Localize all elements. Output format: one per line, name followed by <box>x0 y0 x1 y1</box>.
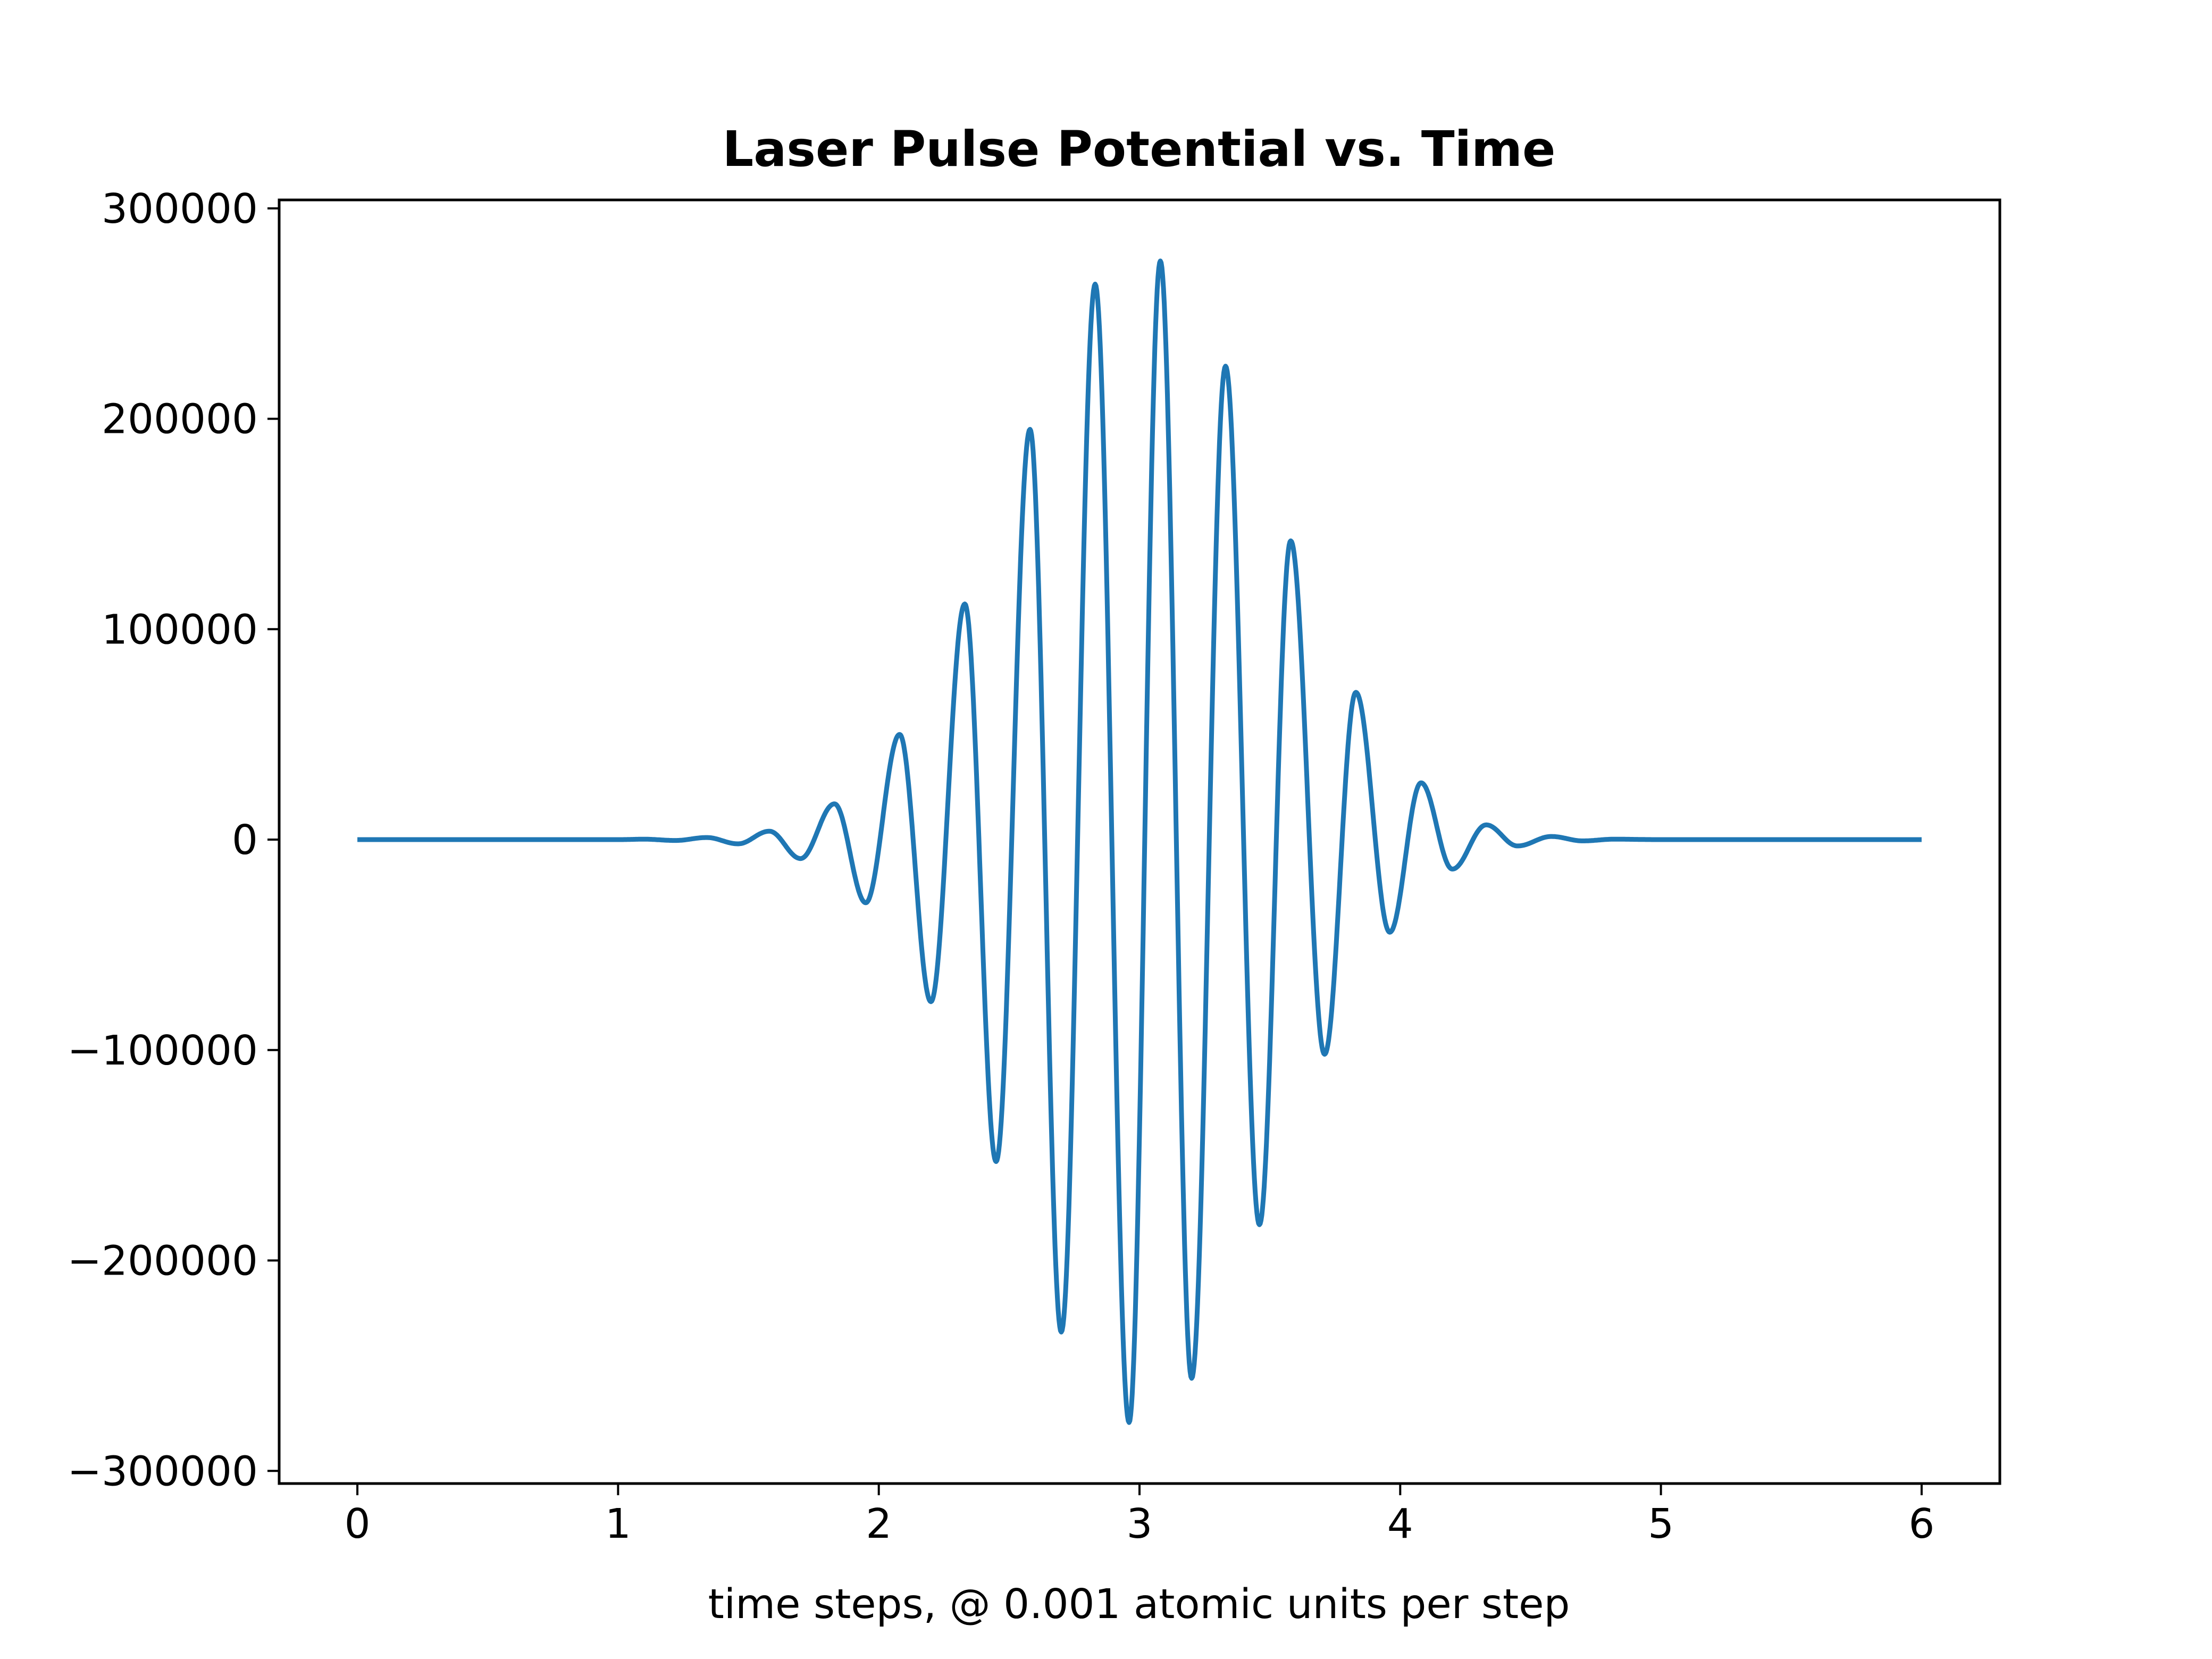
x-axis-label: time steps, @ 0.001 atomic units per ste… <box>708 1581 1570 1628</box>
y-tick-label: 200000 <box>102 396 258 443</box>
y-tick-label: 100000 <box>102 606 258 653</box>
pulse-series-line <box>357 258 1922 1425</box>
x-tick-label: 2 <box>866 1501 892 1548</box>
y-tick-label: −200000 <box>68 1238 258 1285</box>
x-tick-label: 0 <box>345 1501 371 1548</box>
plot-area <box>357 258 1922 1425</box>
x-axis: 0 1 2 3 4 5 6 <box>345 1484 1934 1548</box>
y-axis: −300000 −200000 −100000 0 100000 200000 300000 <box>68 186 279 1495</box>
x-tick-label: 3 <box>1127 1501 1153 1548</box>
y-tick-label: 300000 <box>102 186 258 233</box>
x-tick-label: 5 <box>1648 1501 1674 1548</box>
y-tick-label: 0 <box>232 817 258 864</box>
x-tick-label: 6 <box>1908 1501 1934 1548</box>
chart-title: Laser Pulse Potential vs. Time <box>723 121 1556 178</box>
y-tick-label: −300000 <box>68 1448 258 1495</box>
x-tick-label: 1 <box>605 1501 631 1548</box>
y-tick-label: −100000 <box>68 1027 258 1075</box>
x-tick-label: 4 <box>1387 1501 1413 1548</box>
axes-frame <box>278 198 2001 1485</box>
